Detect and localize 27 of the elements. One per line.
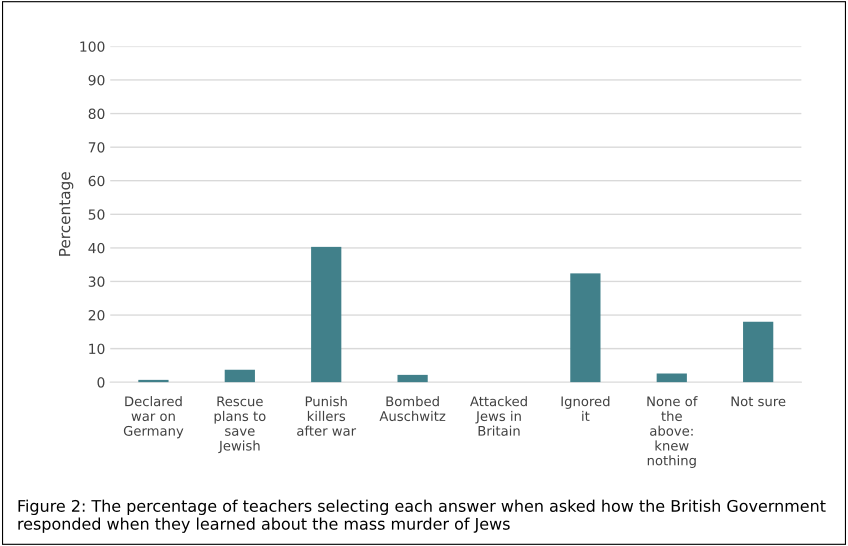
y-tick-label: 10	[89, 344, 104, 354]
x-tick-label: Attacked Jews in Britain	[470, 396, 527, 436]
x-tick-label: Rescue plans to save Jewish	[214, 396, 266, 454]
y-tick-label: 70	[88, 142, 104, 153]
bar	[224, 370, 255, 382]
x-tick-label: Not sure	[732, 396, 786, 406]
y-axis-title: Percentage	[58, 172, 74, 256]
y-tick-label: 20	[88, 310, 104, 321]
y-tick-label: 30	[88, 276, 104, 287]
bar	[743, 322, 774, 382]
y-tick-label: 80	[88, 108, 104, 120]
x-tick-label: Declared war on Germany	[124, 396, 184, 438]
y-tick-label: 40	[88, 242, 104, 254]
y-tick-label: 50	[88, 209, 104, 220]
x-tick-label: Bombed Auschwitz	[379, 396, 446, 422]
bar	[656, 373, 687, 382]
x-tick-label: Ignored it	[562, 396, 610, 421]
x-tick-label: Punish killers after war	[297, 396, 356, 436]
bar	[397, 374, 428, 382]
y-tick-label: 60	[88, 176, 104, 186]
y-tick-label: 100	[80, 41, 104, 52]
y-tick-label: 90	[88, 74, 104, 86]
bar	[311, 246, 342, 382]
y-tick-label: 0	[97, 377, 104, 388]
x-tick-label: None of the above: knew nothing	[647, 396, 698, 468]
caption: Figure 2: The percentage of teachers selecting each answer when asked how the British Government responded when they learned about the mass murder of Jews	[18, 500, 826, 533]
bar	[570, 273, 601, 382]
